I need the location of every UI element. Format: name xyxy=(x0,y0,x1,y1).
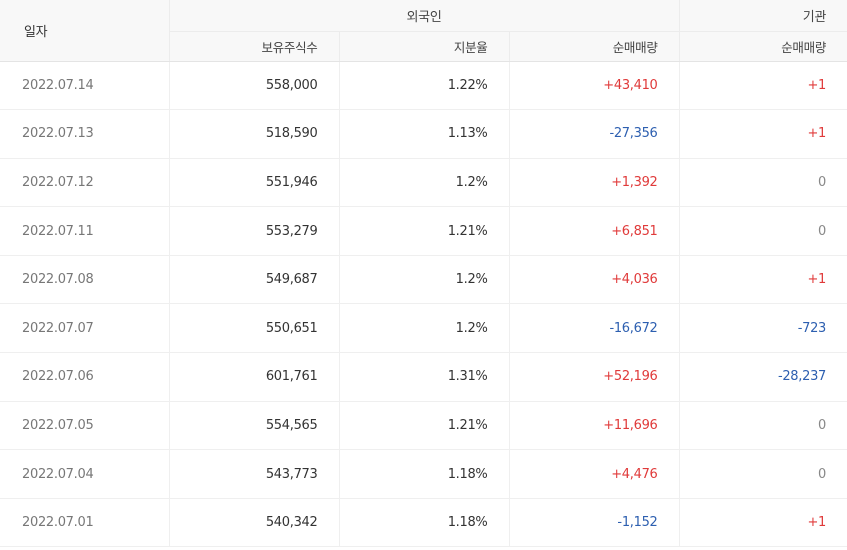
date-cell: 2022.07.12 xyxy=(0,158,170,208)
date-cell: 2022.07.05 xyxy=(0,401,170,451)
share-cell: 1.22% xyxy=(339,61,510,111)
share-column-header: 지분율 xyxy=(339,31,510,62)
table-row: 2022.07.11 553,279 1.21% +6,851 0 xyxy=(0,206,847,256)
foreign-net-cell: -27,356 xyxy=(509,109,680,159)
foreign-group-header: 외국인 xyxy=(169,0,680,32)
table-row: 2022.07.08 549,687 1.2% +4,036 +1 xyxy=(0,255,847,305)
holdings-cell: 551,946 xyxy=(169,158,340,208)
foreign-net-column-header: 순매매량 xyxy=(509,31,680,62)
institution-net-cell: +1 xyxy=(679,255,847,305)
share-cell: 1.2% xyxy=(339,255,510,305)
holdings-cell: 553,279 xyxy=(169,206,340,256)
institution-net-cell: 0 xyxy=(679,206,847,256)
institution-group-header: 기관 xyxy=(679,0,847,32)
table-row: 2022.07.04 543,773 1.18% +4,476 0 xyxy=(0,449,847,499)
share-cell: 1.31% xyxy=(339,352,510,402)
share-cell: 1.2% xyxy=(339,303,510,354)
date-cell: 2022.07.06 xyxy=(0,352,170,402)
institution-net-cell: 0 xyxy=(679,158,847,208)
share-cell: 1.18% xyxy=(339,498,510,548)
foreign-net-cell: +11,696 xyxy=(509,401,680,451)
date-cell: 2022.07.01 xyxy=(0,498,170,548)
institution-net-cell: +1 xyxy=(679,61,847,111)
foreign-net-cell: +1,392 xyxy=(509,158,680,208)
holdings-cell: 550,651 xyxy=(169,303,340,354)
table-row: 2022.07.05 554,565 1.21% +11,696 0 xyxy=(0,401,847,451)
institution-net-cell: -723 xyxy=(679,303,847,354)
table-row: 2022.07.01 540,342 1.18% -1,152 +1 xyxy=(0,498,847,548)
share-cell: 1.21% xyxy=(339,401,510,451)
holdings-cell: 601,761 xyxy=(169,352,340,402)
institution-net-cell: -28,237 xyxy=(679,352,847,402)
institution-net-column-header: 순매매량 xyxy=(679,31,847,62)
holdings-cell: 518,590 xyxy=(169,109,340,159)
share-cell: 1.13% xyxy=(339,109,510,159)
institution-net-cell: +1 xyxy=(679,109,847,159)
table-header: 일자 외국인 기관 보유주식수 지분율 순매매량 순매매량 xyxy=(0,0,847,62)
date-cell: 2022.07.07 xyxy=(0,303,170,354)
foreign-net-cell: +4,036 xyxy=(509,255,680,305)
foreign-net-cell: -16,672 xyxy=(509,303,680,354)
table-row: 2022.07.13 518,590 1.13% -27,356 +1 xyxy=(0,109,847,159)
institution-net-cell: 0 xyxy=(679,449,847,499)
holdings-cell: 549,687 xyxy=(169,255,340,305)
institution-net-cell: 0 xyxy=(679,401,847,451)
foreign-net-cell: -1,152 xyxy=(509,498,680,548)
foreign-net-cell: +52,196 xyxy=(509,352,680,402)
date-cell: 2022.07.14 xyxy=(0,61,170,111)
foreign-net-cell: +6,851 xyxy=(509,206,680,256)
foreign-net-cell: +43,410 xyxy=(509,61,680,111)
table-row: 2022.07.14 558,000 1.22% +43,410 +1 xyxy=(0,61,847,111)
table-body: 2022.07.14 558,000 1.22% +43,410 +1 2022.07.1… xyxy=(0,61,847,548)
date-cell: 2022.07.11 xyxy=(0,206,170,256)
table-row: 2022.07.07 550,651 1.2% -16,672 -723 xyxy=(0,303,847,354)
institution-net-cell: +1 xyxy=(679,498,847,548)
share-cell: 1.2% xyxy=(339,158,510,208)
date-cell: 2022.07.04 xyxy=(0,449,170,499)
holdings-cell: 558,000 xyxy=(169,61,340,111)
share-cell: 1.21% xyxy=(339,206,510,256)
date-cell: 2022.07.08 xyxy=(0,255,170,305)
holdings-cell: 554,565 xyxy=(169,401,340,451)
holdings-cell: 543,773 xyxy=(169,449,340,499)
holdings-column-header: 보유주식수 xyxy=(169,31,340,62)
table-row: 2022.07.12 551,946 1.2% +1,392 0 xyxy=(0,158,847,208)
date-cell: 2022.07.13 xyxy=(0,109,170,159)
holdings-cell: 540,342 xyxy=(169,498,340,548)
date-column-header: 일자 xyxy=(0,0,170,62)
foreign-net-cell: +4,476 xyxy=(509,449,680,499)
share-cell: 1.18% xyxy=(339,449,510,499)
table-row: 2022.07.06 601,761 1.31% +52,196 -28,237 xyxy=(0,352,847,402)
